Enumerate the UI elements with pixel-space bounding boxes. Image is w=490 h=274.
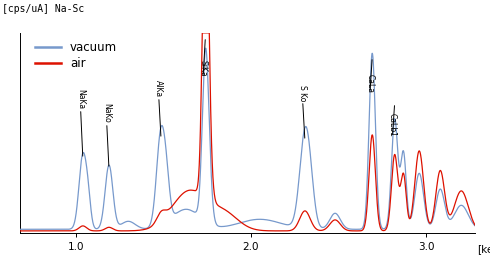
- Text: CaLa: CaLa: [366, 74, 374, 93]
- Text: [cps/uA] Na-Sc: [cps/uA] Na-Sc: [2, 4, 85, 14]
- X-axis label: [keV]: [keV]: [477, 244, 490, 254]
- Text: NaKa: NaKa: [76, 89, 85, 109]
- Text: SiKa: SiKa: [198, 60, 208, 77]
- Text: CaLb1: CaLb1: [388, 113, 397, 137]
- Text: NaKo: NaKo: [102, 103, 111, 123]
- Text: S Ko: S Ko: [298, 84, 307, 101]
- Text: AlKa: AlKa: [154, 80, 163, 97]
- Legend: vacuum, air: vacuum, air: [35, 41, 117, 70]
